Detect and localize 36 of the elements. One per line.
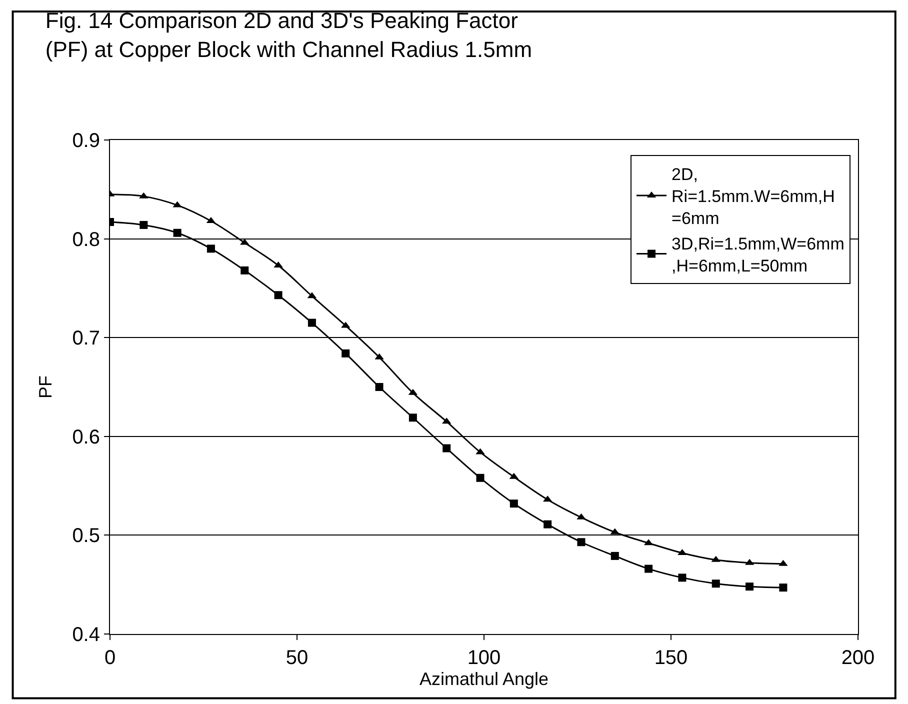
point [408, 414, 417, 422]
x-tick-label: 0 [104, 647, 116, 669]
point [678, 574, 686, 582]
point [779, 584, 788, 592]
point [712, 580, 720, 588]
point [274, 291, 282, 300]
x-tick-label: 200 [841, 647, 875, 669]
point [746, 582, 754, 591]
point [308, 318, 316, 327]
x-tick-label: 100 [467, 647, 501, 669]
y-tick-label: 0.7 [72, 328, 100, 350]
point [610, 552, 619, 560]
chart-title: Fig. 14 Comparison 2D and 3D's Peaking Factor (PF) at Copper Block with Channel Radius 1.5mm [45, 8, 532, 62]
x-tick-label: 150 [654, 647, 688, 669]
point [510, 500, 518, 508]
x-axis-title: Azimathul Angle [419, 669, 549, 689]
legend-label: 2D, Ri=1.5mm.W=6mm,H =6mm [672, 165, 835, 228]
point [375, 383, 384, 391]
point [442, 444, 451, 452]
y-tick-label: 0.9 [72, 130, 100, 152]
y-axis-title: PF [35, 375, 56, 399]
y-tick-label: 0.8 [72, 228, 100, 251]
point [544, 520, 552, 528]
point [476, 474, 484, 482]
y-tick-label: 0.4 [72, 624, 100, 646]
point [240, 266, 249, 274]
point [644, 564, 653, 573]
point [173, 228, 182, 237]
point [577, 538, 586, 546]
point [206, 244, 215, 253]
point [342, 349, 350, 358]
legend-label: 3D,Ri=1.5mm,W=6mm ,H=6mm,L=50mm [672, 234, 844, 276]
x-tick-label: 50 [286, 647, 308, 669]
point [140, 220, 148, 229]
y-tick-label: 0.6 [72, 426, 100, 448]
y-tick-label: 0.5 [72, 525, 100, 548]
